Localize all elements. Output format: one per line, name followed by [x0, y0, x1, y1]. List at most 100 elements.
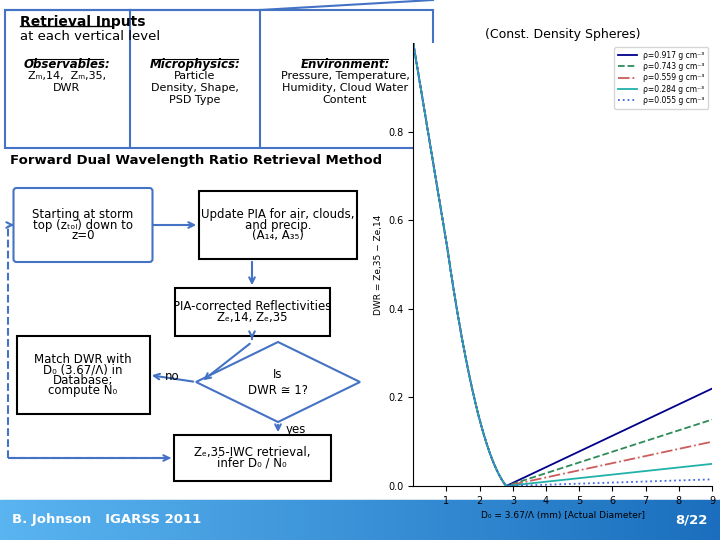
Bar [415, 500, 416, 540]
Bar [173, 500, 174, 540]
Bar [496, 500, 497, 540]
Bar [527, 500, 528, 540]
Text: Content: Content [323, 95, 367, 105]
Text: Match DWR with: Match DWR with [34, 353, 132, 366]
Bar [675, 500, 676, 540]
Bar [489, 500, 490, 540]
Text: Humidity, Cloud Water: Humidity, Cloud Water [282, 83, 408, 93]
Bar [201, 500, 202, 540]
Bar [260, 500, 261, 540]
Bar [458, 500, 459, 540]
Bar [17, 336, 150, 414]
Bar [473, 500, 474, 540]
Y-axis label: DWR = Ze,35 − Ze,14: DWR = Ze,35 − Ze,14 [374, 214, 382, 315]
Bar [424, 500, 425, 540]
Bar [104, 500, 105, 540]
Bar [98, 500, 99, 540]
Bar [404, 500, 405, 540]
Bar [278, 500, 279, 540]
Bar [625, 500, 626, 540]
Bar [711, 500, 712, 540]
Bar [713, 500, 714, 540]
Bar [322, 500, 323, 540]
Bar [456, 500, 457, 540]
Bar [208, 500, 209, 540]
Bar [14, 500, 15, 540]
Bar [438, 500, 439, 540]
Bar [580, 500, 581, 540]
Bar [570, 500, 571, 540]
Bar [587, 500, 588, 540]
Bar [590, 500, 591, 540]
Bar [186, 500, 187, 540]
Bar [93, 500, 94, 540]
Bar [632, 500, 633, 540]
Bar [324, 500, 325, 540]
ρ=0.917 g cm⁻³ [626, 424, 634, 431]
Bar [12, 500, 13, 540]
Bar [448, 500, 449, 540]
Bar [418, 500, 419, 540]
Text: PSD Type: PSD Type [169, 95, 221, 105]
Bar [252, 500, 253, 540]
Bar [500, 500, 501, 540]
Bar [107, 500, 108, 540]
Bar [31, 500, 32, 540]
Bar [407, 500, 408, 540]
Bar [471, 500, 472, 540]
Bar [222, 500, 223, 540]
Bar [171, 500, 172, 540]
Bar [135, 500, 136, 540]
Bar [188, 500, 189, 540]
Bar [235, 500, 236, 540]
Bar [698, 500, 699, 540]
Bar [336, 500, 337, 540]
Bar [556, 500, 557, 540]
Bar [603, 500, 604, 540]
Bar [1, 500, 2, 540]
ρ=0.559 g cm⁻³ [445, 258, 454, 265]
X-axis label: D₀ = 3.67/Λ (mm) [Actual Diameter]: D₀ = 3.67/Λ (mm) [Actual Diameter] [481, 511, 644, 520]
Text: Database;: Database; [53, 374, 113, 387]
ρ=0.284 g cm⁻³ [507, 482, 516, 489]
Bar [670, 500, 671, 540]
Bar [216, 500, 217, 540]
ρ=0.743 g cm⁻³ [708, 416, 716, 423]
Bar [25, 500, 26, 540]
Bar [215, 500, 216, 540]
Bar [17, 500, 18, 540]
Text: compute N₀: compute N₀ [48, 384, 117, 397]
Bar [204, 500, 205, 540]
Bar [331, 500, 332, 540]
Bar [674, 500, 675, 540]
Bar [611, 500, 612, 540]
Bar [30, 500, 31, 540]
Bar [442, 500, 443, 540]
Bar [51, 500, 52, 540]
Bar [684, 500, 685, 540]
Bar [4, 500, 5, 540]
Bar [715, 500, 716, 540]
Bar [574, 500, 575, 540]
Bar [78, 500, 79, 540]
Bar [209, 500, 210, 540]
ρ=0.743 g cm⁻³ [598, 452, 606, 458]
Bar [673, 500, 674, 540]
Bar [641, 500, 642, 540]
Bar [344, 500, 345, 540]
ρ=0.743 g cm⁻³ [502, 483, 510, 489]
Bar [561, 500, 562, 540]
Bar [229, 500, 230, 540]
Text: Starting at storm: Starting at storm [32, 208, 134, 221]
Bar [101, 500, 102, 540]
Bar [34, 500, 35, 540]
Text: (A₁₄, A₃₅): (A₁₄, A₃₅) [252, 229, 304, 242]
Bar [119, 500, 120, 540]
Bar [717, 500, 718, 540]
Bar [444, 500, 445, 540]
Bar [628, 500, 629, 540]
Bar [297, 500, 298, 540]
ρ=0.284 g cm⁻³ [598, 472, 606, 479]
Bar [334, 500, 335, 540]
Bar [105, 500, 106, 540]
